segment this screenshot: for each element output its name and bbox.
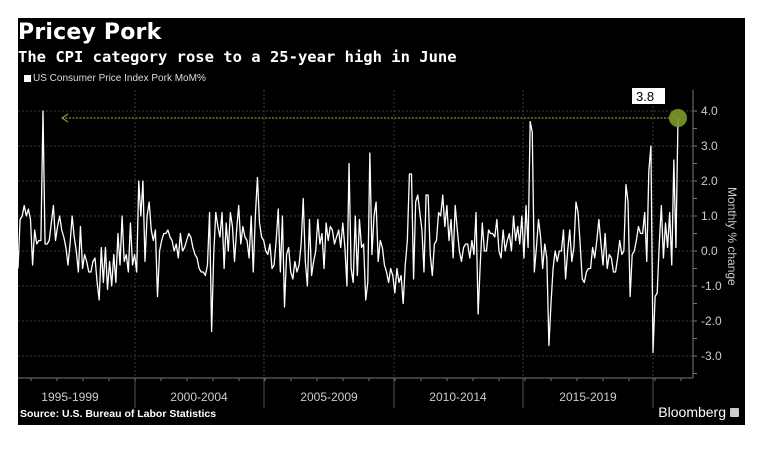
latest-value-marker [669, 109, 687, 127]
x-tick-label: 1995-1999 [41, 390, 99, 404]
legend-label: US Consumer Price Index Pork MoM% [33, 73, 206, 84]
legend: US Consumer Price Index Pork MoM% [24, 73, 206, 84]
y-tick-label: -1.0 [701, 279, 722, 293]
legend-swatch [24, 75, 31, 82]
chart-panel: Pricey Pork The CPI category rose to a 2… [18, 18, 745, 425]
value-label: 3.8 [636, 89, 654, 104]
y-tick-label: 4.0 [701, 104, 718, 118]
line-chart: 1995-1999 2000-2004 2005-2009 2010-2014 2015… [18, 88, 739, 408]
y-axis-label: Monthly % change [725, 187, 739, 286]
value-label-box [632, 88, 665, 104]
chart-icon [730, 407, 739, 417]
y-tick-label: -3.0 [701, 349, 722, 363]
source-note: Source: U.S. Bureau of Labor Statistics [20, 408, 217, 420]
x-tick-label: 2015-2019 [559, 390, 617, 404]
x-tick-label: 2005-2009 [300, 390, 358, 404]
y-tick-label: 2.0 [701, 174, 718, 188]
y-tick-label: 3.0 [701, 139, 718, 153]
y-tick-label: 0.0 [701, 244, 718, 258]
chart-subtitle: The CPI category rose to a 25-year high … [18, 48, 457, 66]
x-tick-label: 2010-2014 [429, 390, 487, 404]
x-tick-label: 2000-2004 [170, 390, 228, 404]
brand-name: Bloomberg [658, 404, 726, 420]
y-tick-label: -2.0 [701, 314, 722, 328]
series-line [18, 110, 679, 354]
chart-title: Pricey Pork [18, 20, 162, 45]
y-tick-label: 1.0 [701, 209, 718, 223]
arrow-head-icon [60, 113, 69, 123]
bloomberg-logo: Bloomberg [658, 404, 739, 420]
